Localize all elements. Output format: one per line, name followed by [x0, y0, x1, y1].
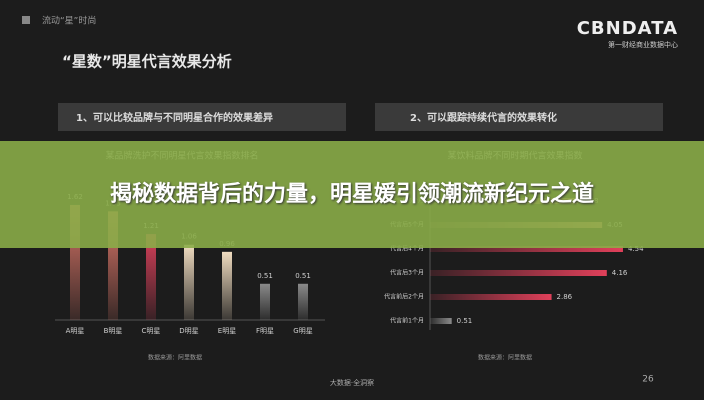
value-label: 2.86 — [557, 293, 573, 301]
banner: 揭秘数据背后的力量，明星媛引领潮流新纪元之道 — [0, 141, 704, 248]
source: 数据来源：阿里数据 — [148, 354, 202, 362]
logo: CBNDATA — [577, 18, 678, 39]
slide-title: “星数”明星代言效果分析 — [62, 53, 232, 71]
tag-icon — [22, 16, 30, 24]
y-tick-label: 代言前1个月 — [390, 317, 424, 325]
bar — [146, 234, 156, 320]
banner-text: 揭秘数据背后的力量，明星媛引领潮流新纪元之道 — [109, 181, 594, 207]
source: 数据来源：阿里数据 — [478, 354, 532, 362]
bar — [222, 251, 232, 320]
bar — [430, 318, 452, 324]
bar — [184, 244, 194, 320]
logo-sub: 第一财经商业数据中心 — [608, 40, 678, 49]
section-box — [58, 103, 346, 131]
bar — [430, 270, 607, 276]
value-label: 0.51 — [457, 317, 473, 325]
x-tick-label: F明星 — [256, 327, 274, 335]
value-label: 4.54 — [628, 245, 644, 253]
value-label: 0.51 — [257, 272, 273, 280]
x-tick-label: D明星 — [179, 327, 198, 335]
header-tag: 流动“星”时尚 — [42, 15, 96, 27]
x-tick-label: G明星 — [293, 327, 312, 335]
bar — [298, 283, 308, 320]
bar — [430, 246, 623, 252]
bar — [70, 204, 80, 320]
value-label: 4.16 — [612, 269, 628, 277]
section-title: 1、可以比较品牌与不同明星合作的效果差异 — [76, 111, 273, 124]
section-title: 2、可以跟踪持续代言的效果转化 — [410, 111, 557, 124]
bar — [430, 294, 552, 300]
section-box — [375, 103, 663, 131]
footer-text: 大数据·全洞察 — [330, 378, 374, 387]
y-tick-label: 代言前后2个月 — [384, 293, 424, 301]
value-label: 0.51 — [295, 272, 311, 280]
bar — [108, 211, 118, 320]
x-tick-label: C明星 — [142, 327, 161, 335]
x-tick-label: B明星 — [104, 327, 123, 335]
x-tick-label: A明星 — [66, 327, 85, 335]
bar — [260, 283, 270, 320]
y-tick-label: 代言后3个月 — [390, 269, 424, 277]
x-tick-label: E明星 — [218, 327, 236, 335]
page-number: 26 — [642, 375, 654, 385]
y-tick-label: 代言后4个月 — [390, 245, 424, 253]
